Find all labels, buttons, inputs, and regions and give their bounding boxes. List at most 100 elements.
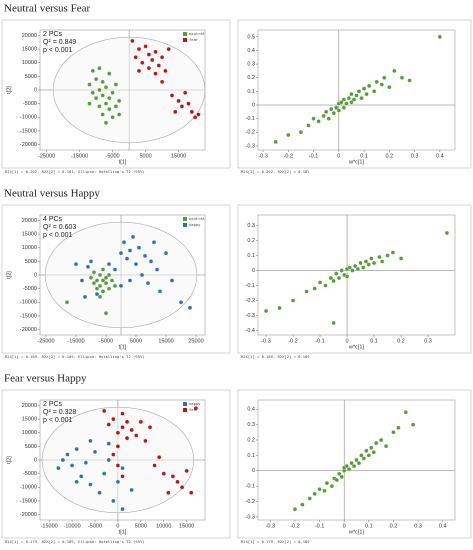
point: [354, 93, 359, 98]
point: [307, 496, 312, 501]
legend-label: happy: [189, 222, 201, 227]
point: [169, 278, 175, 283]
point: [331, 111, 336, 116]
point: [317, 280, 323, 285]
footer-note: R2X[1] = 0.189, R2X[2] = 0.109: [241, 354, 310, 359]
point: [336, 108, 341, 113]
point: [111, 498, 116, 504]
x-tick-label: -0.3: [266, 523, 275, 529]
point: [120, 506, 125, 512]
point: [85, 264, 91, 269]
y-tick-label: 15000: [22, 232, 37, 238]
point: [60, 457, 66, 463]
point: [304, 289, 309, 294]
point: [117, 112, 122, 117]
annotation: 2 PCs: [43, 31, 63, 38]
point: [192, 115, 198, 120]
point: [378, 437, 384, 443]
x-tick-label: -15000: [67, 338, 84, 344]
point: [113, 82, 119, 87]
y-axis-label: t[2]: [6, 456, 12, 464]
plot-area: [257, 214, 456, 336]
point: [372, 89, 377, 94]
y-tick-label: -15000: [20, 498, 37, 504]
point: [146, 52, 152, 57]
point: [111, 452, 116, 457]
point: [170, 474, 176, 479]
point: [341, 97, 347, 102]
x-tick-label: -10000: [64, 523, 81, 529]
y-tick-label: 5000: [25, 74, 37, 80]
point: [73, 261, 79, 267]
x-tick-label: 0: [343, 523, 346, 529]
point: [186, 101, 191, 106]
x-tick-label: 0.3: [411, 153, 419, 159]
point: [311, 116, 316, 121]
point: [139, 272, 145, 278]
x-tick-label: 15000: [171, 153, 186, 159]
point: [136, 245, 142, 250]
point: [65, 452, 70, 457]
point: [173, 109, 178, 114]
x-tick-label: 15000: [179, 523, 194, 529]
y-tick-label: -0.2: [246, 130, 255, 136]
point: [88, 482, 93, 487]
point: [371, 260, 377, 266]
point: [392, 68, 397, 74]
legend-swatch: [183, 408, 187, 412]
point: [359, 96, 364, 101]
point: [163, 251, 169, 256]
point: [100, 79, 105, 84]
point: [118, 283, 124, 289]
annotation: 4 PCs: [43, 216, 63, 223]
y-tick-label: -0.1: [246, 283, 255, 289]
y-tick-label: -15000: [20, 128, 37, 134]
point: [97, 104, 102, 109]
y-tick-label: 0.4: [247, 407, 255, 413]
point: [179, 485, 185, 490]
point: [176, 98, 181, 104]
point: [142, 253, 148, 259]
point: [196, 112, 201, 117]
y-tick-label: -5000: [23, 101, 37, 107]
hotelling-ellipse: [44, 221, 198, 329]
point: [145, 281, 151, 286]
point: [97, 272, 103, 278]
point: [138, 419, 143, 424]
point: [358, 260, 363, 266]
point: [100, 112, 105, 117]
point: [133, 55, 138, 60]
x-axis-label: w*c[1]: [348, 159, 364, 165]
point: [88, 438, 93, 444]
point: [374, 79, 379, 84]
point: [83, 460, 88, 465]
point: [87, 82, 92, 87]
plot-area: [257, 399, 456, 521]
point: [129, 427, 134, 433]
point: [94, 286, 100, 291]
x-tick-label: 0.4: [439, 523, 447, 529]
point: [120, 466, 125, 471]
point: [391, 430, 396, 435]
point: [92, 449, 98, 454]
point: [79, 278, 85, 283]
point: [117, 98, 122, 104]
point: [94, 278, 100, 283]
y-tick-label: 5000: [25, 259, 37, 265]
point: [102, 408, 107, 414]
y-tick-label: 0.4: [247, 48, 255, 54]
x-tick-label: -0.3: [261, 338, 270, 344]
point: [326, 116, 331, 121]
point: [298, 130, 304, 135]
point: [120, 411, 125, 416]
point: [396, 425, 401, 430]
point: [437, 34, 442, 39]
point: [166, 46, 171, 52]
point: [366, 83, 372, 89]
point: [363, 259, 369, 264]
point: [100, 93, 105, 98]
point: [120, 474, 125, 479]
annotation: p < 0.001: [43, 417, 72, 424]
plot-frame: [1, 19, 231, 169]
point: [103, 120, 109, 125]
